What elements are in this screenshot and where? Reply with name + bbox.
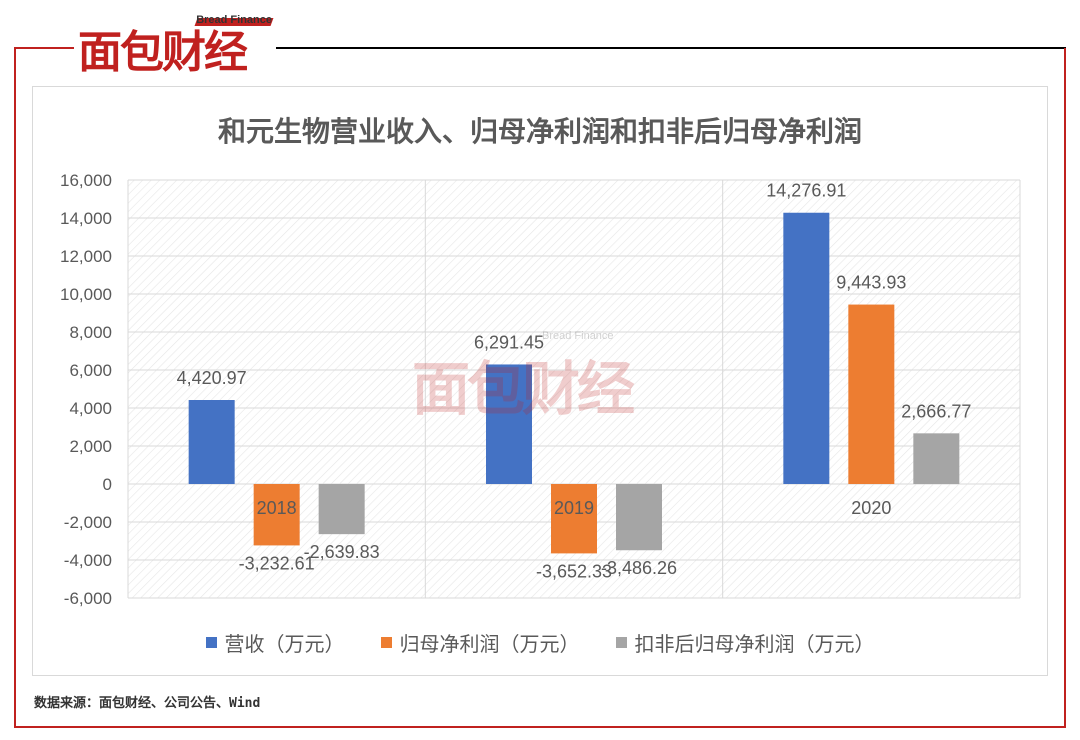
bars xyxy=(188,212,960,554)
y-tick-label: -6,000 xyxy=(64,589,112,608)
category-label: 2018 xyxy=(257,498,297,518)
data-label: 14,276.91 xyxy=(766,181,846,201)
brand-logo: Bread Finance 面包财经 xyxy=(76,14,276,76)
logo-chinese: 面包财经 xyxy=(78,27,248,78)
bar xyxy=(318,484,365,535)
y-axis: 16,000 14,000 12,000 10,000 8,000 6,000 4,000 2… xyxy=(60,171,112,608)
bar xyxy=(188,400,235,484)
bar xyxy=(253,484,300,546)
legend-label-revenue: 营收（万元） xyxy=(224,632,345,656)
bar xyxy=(616,484,662,551)
data-label: -3,232.61 xyxy=(239,553,315,573)
y-tick-label: 16,000 xyxy=(60,171,112,190)
data-source-note: 数据来源：面包财经、公司公告、Wind xyxy=(34,696,261,711)
data-labels: 4,420.97 -3,232.61-2,639.83 6,291.45 -3,652… xyxy=(177,181,972,582)
data-label: -3,652.33 xyxy=(536,561,612,581)
legend-item-deducted-profit: 扣非后归母净利润（万元） xyxy=(615,628,875,657)
legend-label-net-profit: 归母净利润（万元） xyxy=(399,632,580,656)
data-label: 6,291.45 xyxy=(474,332,544,352)
chart-legend: 营收（万元） 归母净利润（万元） 扣非后归母净利润（万元） xyxy=(0,628,1080,657)
data-label: 2,666.77 xyxy=(901,401,971,421)
bar xyxy=(783,212,830,484)
header-rule-black xyxy=(276,47,1066,49)
y-tick-label: 10,000 xyxy=(60,285,112,304)
category-label: 2020 xyxy=(851,498,891,518)
legend-item-net-profit: 归母净利润（万元） xyxy=(380,628,580,657)
y-tick-label: 6,000 xyxy=(69,361,112,380)
legend-swatch-revenue xyxy=(205,637,217,648)
legend-label-deducted-profit: 扣非后归母净利润（万元） xyxy=(634,632,875,656)
data-label: -3,486.26 xyxy=(601,558,677,578)
data-label: -2,639.83 xyxy=(304,542,380,562)
y-tick-label: 4,000 xyxy=(69,399,112,418)
category-label: 2019 xyxy=(554,498,594,518)
bar xyxy=(551,484,597,554)
bar xyxy=(848,304,895,484)
y-tick-label: 14,000 xyxy=(60,209,112,228)
y-tick-label: 0 xyxy=(103,475,112,494)
y-tick-label: -4,000 xyxy=(64,551,112,570)
legend-swatch-deducted-profit xyxy=(615,637,627,648)
data-label: 4,420.97 xyxy=(177,368,247,388)
legend-item-revenue: 营收（万元） xyxy=(205,628,345,657)
bar xyxy=(913,433,960,484)
y-tick-label: -2,000 xyxy=(64,513,112,532)
legend-swatch-net-profit xyxy=(380,637,392,648)
page-frame xyxy=(14,48,1066,728)
header-rule-red xyxy=(14,47,74,49)
y-tick-label: 2,000 xyxy=(69,437,112,456)
y-tick-label: 8,000 xyxy=(69,323,112,342)
bar xyxy=(486,364,532,484)
data-label: 9,443.93 xyxy=(836,273,906,293)
logo-english: Bread Finance xyxy=(196,14,272,26)
category-labels: 2018 2019 2020 xyxy=(257,498,892,518)
y-tick-label: 12,000 xyxy=(60,247,112,266)
chart-title: 和元生物营业收入、归母净利润和扣非后归母净利润 xyxy=(217,115,862,148)
